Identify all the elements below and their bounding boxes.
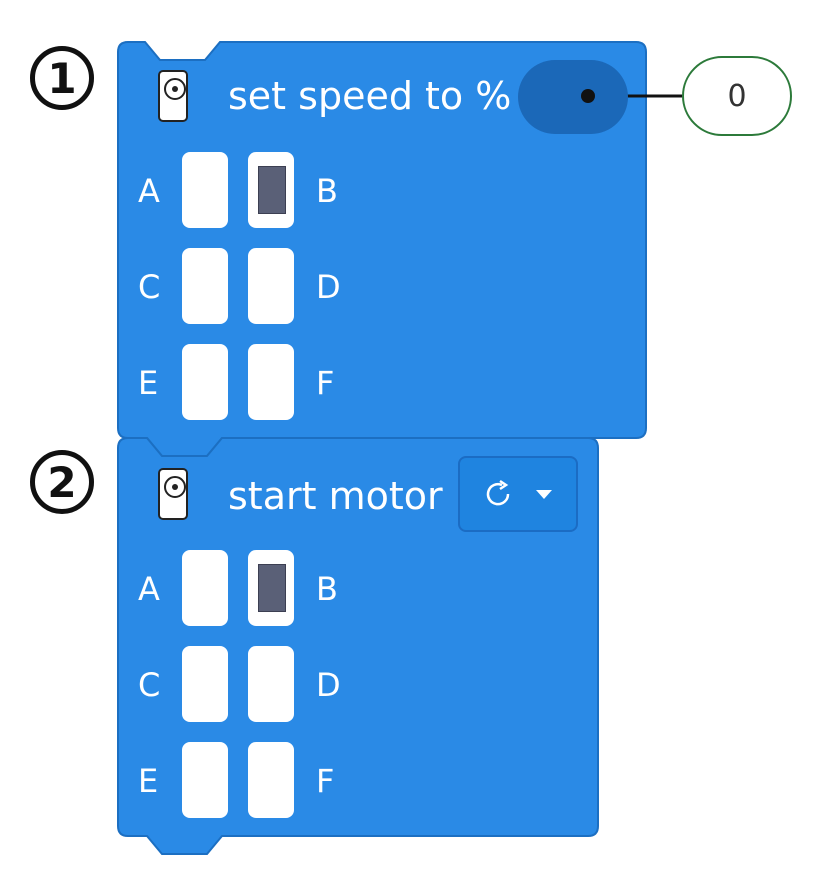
- caret-down-icon: [536, 490, 552, 499]
- port-e-toggle[interactable]: [182, 344, 228, 420]
- port-f-toggle[interactable]: [248, 742, 294, 818]
- speed-value-pointer: [581, 89, 595, 103]
- speed-value-callout: 0: [682, 56, 792, 136]
- port-label-d: D: [316, 666, 341, 704]
- rotate-clockwise-icon: [486, 479, 510, 506]
- port-c-toggle[interactable]: [182, 646, 228, 722]
- port-label-f: F: [316, 364, 335, 402]
- port-f-toggle[interactable]: [248, 344, 294, 420]
- motor-icon: [158, 468, 188, 520]
- start-motor-block[interactable]: [117, 437, 599, 855]
- port-d-toggle[interactable]: [248, 646, 294, 722]
- port-label-e: E: [138, 762, 159, 800]
- port-a-toggle[interactable]: [182, 550, 228, 626]
- port-b-selected-indicator: [258, 166, 286, 214]
- port-label-d: D: [316, 268, 341, 306]
- port-b-toggle[interactable]: [248, 550, 294, 626]
- set-speed-label: set speed to %: [228, 74, 512, 118]
- direction-dropdown[interactable]: [458, 456, 578, 532]
- port-b-toggle[interactable]: [248, 152, 294, 228]
- port-label-b: B: [316, 172, 338, 210]
- speed-value-input[interactable]: [518, 60, 628, 134]
- port-label-f: F: [316, 762, 335, 800]
- port-label-e: E: [138, 364, 159, 402]
- port-label-a: A: [138, 570, 160, 608]
- port-b-selected-indicator: [258, 564, 286, 612]
- step-1-badge: 1: [30, 46, 94, 110]
- port-label-a: A: [138, 172, 160, 210]
- start-motor-label: start motor: [228, 474, 443, 518]
- port-a-toggle[interactable]: [182, 152, 228, 228]
- port-d-toggle[interactable]: [248, 248, 294, 324]
- step-2-badge: 2: [30, 450, 94, 514]
- port-e-toggle[interactable]: [182, 742, 228, 818]
- port-c-toggle[interactable]: [182, 248, 228, 324]
- motor-icon: [158, 70, 188, 122]
- port-label-b: B: [316, 570, 338, 608]
- port-label-c: C: [138, 268, 161, 306]
- port-label-c: C: [138, 666, 161, 704]
